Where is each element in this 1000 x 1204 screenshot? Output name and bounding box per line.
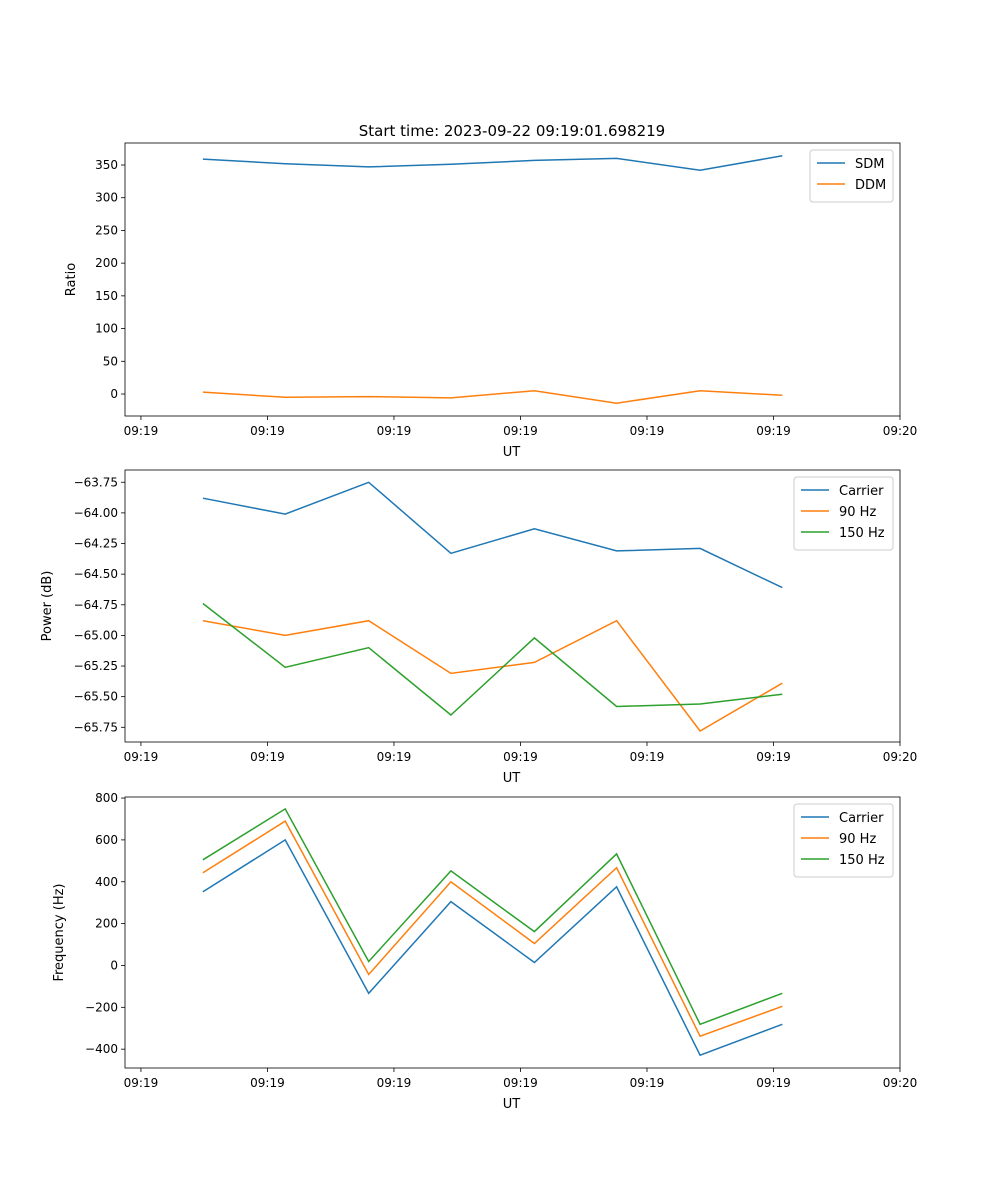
x-tick-label: 09:19 [124, 424, 159, 438]
axes-frame [124, 142, 901, 417]
series-line-90-hz [202, 820, 783, 1038]
y-tick-label: −63.75 [74, 475, 118, 489]
axes-frame [124, 796, 901, 1069]
y-tick-label: −65.50 [74, 690, 118, 704]
series-line-150-hz [202, 602, 783, 716]
legend-label: 150 Hz [839, 526, 885, 541]
y-tick-label: 350 [95, 158, 118, 172]
x-tick-label: 09:19 [756, 750, 791, 764]
legend-label: 150 Hz [839, 853, 885, 868]
y-tick-label: 100 [95, 322, 118, 336]
legend-label: 90 Hz [839, 505, 876, 520]
y-tick-label: −400 [85, 1042, 118, 1056]
y-axis-label: Frequency (Hz) [52, 883, 67, 981]
y-tick-label: 200 [95, 256, 118, 270]
y-tick-label: 50 [103, 354, 118, 368]
axes-frame [124, 469, 901, 743]
subplot-3: 09:19 09:19 09:19 09:19 09:19 09:19 09:20 −400 −… [52, 791, 917, 1112]
y-tick-label: −200 [85, 1000, 118, 1014]
legend: SDM DDM [809, 149, 894, 203]
y-axis-label: Ratio [64, 263, 79, 296]
legend: Carrier 90 Hz 150 Hz [793, 803, 894, 878]
y-tick-label: 400 [95, 875, 118, 889]
series-line-sdm [202, 155, 783, 171]
y-tick-label: −64.75 [74, 598, 118, 612]
legend-label: DDM [855, 178, 886, 193]
y-tick-label: 800 [95, 791, 118, 805]
x-tick-label: 09:19 [503, 750, 538, 764]
x-tick-label: 09:19 [377, 1076, 412, 1090]
subplot-2: 09:19 09:19 09:19 09:19 09:19 09:19 09:20 −65.7… [40, 469, 918, 786]
legend: Carrier 90 Hz 150 Hz [793, 476, 894, 551]
y-tick-label: −65.00 [74, 628, 118, 642]
y-tick-label: 250 [95, 223, 118, 237]
y-tick-label: 0 [110, 958, 118, 972]
y-tick-label: 200 [95, 917, 118, 931]
x-tick-label: 09:19 [756, 424, 791, 438]
x-tick-label: 09:19 [377, 424, 412, 438]
x-tick-label: 09:19 [630, 750, 665, 764]
x-tick-label: 09:19 [377, 750, 412, 764]
x-axis-label: UT [503, 445, 521, 460]
y-tick-label: 150 [95, 289, 118, 303]
series-line-carrier [202, 838, 783, 1057]
x-tick-label: 09:20 [883, 424, 918, 438]
subplot-1: 09:19 09:19 09:19 09:19 09:19 09:19 09:20 0 50 10… [64, 142, 918, 460]
y-tick-label: −64.25 [74, 537, 118, 551]
x-tick-label: 09:19 [503, 424, 538, 438]
y-axis-label: Power (dB) [40, 571, 55, 642]
x-tick-label: 09:19 [503, 1076, 538, 1090]
legend-label: SDM [855, 157, 884, 172]
x-tick-label: 09:19 [756, 1076, 791, 1090]
x-tick-label: 09:19 [630, 1076, 665, 1090]
legend-label: Carrier [839, 484, 884, 499]
y-tick-label: 0 [110, 387, 118, 401]
y-tick-label: −64.50 [74, 567, 118, 581]
legend-label: Carrier [839, 811, 884, 826]
y-tick-label: 300 [95, 191, 118, 205]
series-line-carrier [202, 481, 783, 589]
y-tick-label: 600 [95, 833, 118, 847]
x-tick-label: 09:19 [250, 750, 285, 764]
series-line-90-hz [202, 619, 783, 732]
series-line-ddm [202, 389, 783, 404]
x-axis-label: UT [503, 1097, 521, 1112]
series-line-150-hz [202, 807, 783, 1026]
x-tick-label: 09:19 [250, 424, 285, 438]
y-tick-label: −65.25 [74, 659, 118, 673]
x-axis-label: UT [503, 771, 521, 786]
x-tick-label: 09:19 [630, 424, 665, 438]
legend-label: 90 Hz [839, 832, 876, 847]
x-tick-label: 09:19 [124, 750, 159, 764]
y-tick-label: −64.00 [74, 506, 118, 520]
x-tick-label: 09:20 [883, 750, 918, 764]
x-tick-label: 09:19 [124, 1076, 159, 1090]
figure-title: Start time: 2023-09-22 09:19:01.698219 [359, 122, 665, 140]
x-tick-label: 09:20 [883, 1076, 918, 1090]
x-tick-label: 09:19 [250, 1076, 285, 1090]
y-tick-label: −65.75 [74, 720, 118, 734]
